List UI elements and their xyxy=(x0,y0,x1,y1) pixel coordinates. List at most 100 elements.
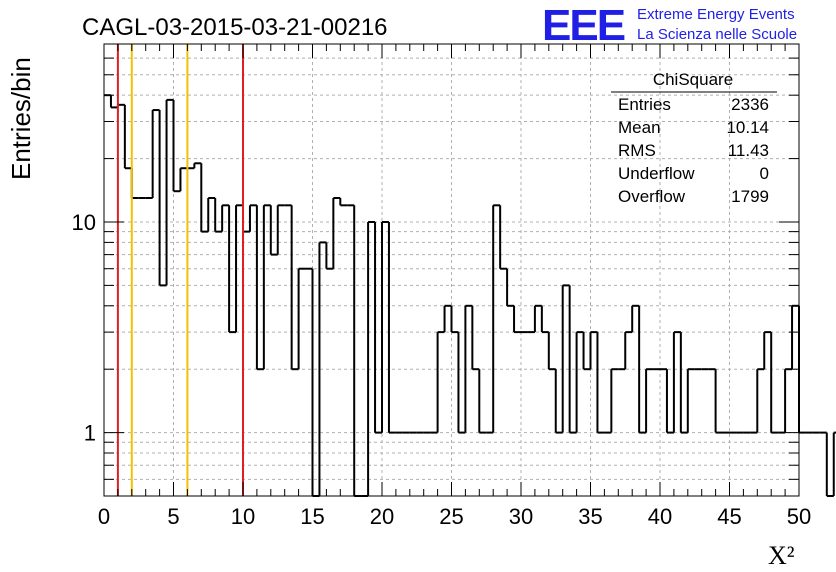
histogram-bin xyxy=(680,369,689,434)
histogram-bin xyxy=(284,204,293,370)
histogram-bin xyxy=(826,432,835,497)
histogram-bin xyxy=(326,197,335,270)
histogram-bin xyxy=(222,204,231,333)
x-tick-label: 40 xyxy=(648,504,672,529)
histogram-bin xyxy=(444,304,453,333)
x-tick-labels: 0 5 10 15 20 25 30 35 40 45 50 xyxy=(98,504,811,529)
y-tick-labels: 1 10 xyxy=(72,210,96,446)
histogram-bin xyxy=(618,332,627,371)
histogram-bin xyxy=(437,305,446,334)
histogram-bin xyxy=(382,220,390,433)
histogram-bin xyxy=(493,204,502,269)
grid xyxy=(104,44,799,496)
histogram-bin xyxy=(104,94,112,108)
stats-label: Entries xyxy=(618,95,671,114)
histogram-bin xyxy=(472,368,481,433)
histogram-bin xyxy=(110,104,119,109)
stats-box: ChiSquare Entries 2336 Mean 10.14 RMS 11.43 Un… xyxy=(611,70,777,206)
histogram-bin xyxy=(361,221,370,497)
histogram-bin xyxy=(263,204,272,255)
histogram-bin xyxy=(229,205,238,334)
histogram-bin xyxy=(562,284,571,433)
stats-value: 11.43 xyxy=(728,141,769,160)
histogram-bin xyxy=(451,331,460,433)
stats-value: 1799 xyxy=(731,187,769,206)
histogram-bin xyxy=(527,305,536,334)
histogram-bin xyxy=(465,304,474,370)
histogram-bin xyxy=(750,369,759,434)
histogram-bin xyxy=(548,368,557,433)
histogram-bin xyxy=(778,369,787,434)
histogram-bin xyxy=(152,109,161,286)
histogram-bin xyxy=(507,304,516,333)
histogram-bin xyxy=(256,205,265,371)
axis-ticks xyxy=(103,43,800,497)
histogram-bin xyxy=(569,332,578,434)
x-tick-label: 35 xyxy=(578,504,602,529)
x-tick-label: 25 xyxy=(439,504,463,529)
x-axis-label: X² xyxy=(768,541,795,570)
stats-value: 0 xyxy=(760,164,769,183)
x-tick-label: 10 xyxy=(231,504,255,529)
stats-label: Overflow xyxy=(618,187,686,206)
stats-value: 10.14 xyxy=(726,118,769,137)
eee-logo: EEE Extreme Energy Events La Scienza nel… xyxy=(542,1,797,50)
histogram-bin xyxy=(291,268,300,371)
histogram-bin xyxy=(625,305,634,334)
x-tick-label: 30 xyxy=(509,504,533,529)
x-tick-label: 0 xyxy=(98,504,110,529)
histogram-bin xyxy=(604,369,613,434)
histogram-bin xyxy=(305,267,314,496)
histogram-bin xyxy=(159,99,168,287)
histogram-bin xyxy=(201,197,210,233)
x-tick-label: 15 xyxy=(300,504,324,529)
histogram-bin xyxy=(375,221,383,434)
x-tick-label: 5 xyxy=(167,504,179,529)
logo-line2: La Scienza nelle Scuole xyxy=(637,26,797,43)
histogram-bin xyxy=(708,368,717,433)
histogram-bin xyxy=(208,196,217,232)
histogram-bin xyxy=(639,369,648,434)
histogram-bin xyxy=(660,368,668,433)
histogram-bin xyxy=(166,98,175,192)
histogram-bin xyxy=(555,285,564,434)
histogram-bin xyxy=(785,305,794,371)
logo-letters: EEE xyxy=(542,1,625,50)
histogram-bin xyxy=(187,163,196,170)
histogram-bin xyxy=(541,331,550,370)
y-axis-label: Entries/bin xyxy=(6,57,36,180)
x-tick-label: 45 xyxy=(717,504,741,529)
threshold-lines xyxy=(116,44,244,496)
histogram-bin xyxy=(590,331,599,433)
logo-line1: Extreme Energy Events xyxy=(637,6,795,23)
y-tick-label: 10 xyxy=(72,210,96,235)
stats-label: Mean xyxy=(618,118,661,137)
histogram-bin xyxy=(319,241,328,269)
stats-value: 2336 xyxy=(731,95,769,114)
histogram-bin xyxy=(666,332,675,434)
histogram-bin xyxy=(215,205,224,233)
histogram-bin xyxy=(534,304,543,333)
x-tick-label: 20 xyxy=(370,504,394,529)
histogram-bin xyxy=(333,196,342,206)
histogram-bin xyxy=(576,331,585,370)
histogram-bin xyxy=(117,103,126,169)
histogram-bin xyxy=(757,332,766,371)
stats-label: RMS xyxy=(618,141,656,160)
histogram-bin xyxy=(194,162,203,232)
stats-label: Underflow xyxy=(618,164,695,183)
histogram-bin xyxy=(249,204,258,370)
y-tick-label: 1 xyxy=(84,421,96,446)
histogram-bin xyxy=(173,168,182,193)
histogram-bin xyxy=(243,205,251,233)
stats-rows: Entries 2336 Mean 10.14 RMS 11.43 Underflow 0 Ov… xyxy=(618,95,769,206)
histogram-bin xyxy=(819,431,828,496)
histogram-bin xyxy=(124,167,133,198)
histogram-bin xyxy=(673,331,682,433)
histogram-bin xyxy=(583,332,592,371)
stats-title: ChiSquare xyxy=(653,70,733,89)
chart-title: CAGL-03-2015-03-21-00216 xyxy=(82,14,388,41)
histogram-bin xyxy=(632,304,641,433)
histogram-bin xyxy=(347,204,356,496)
